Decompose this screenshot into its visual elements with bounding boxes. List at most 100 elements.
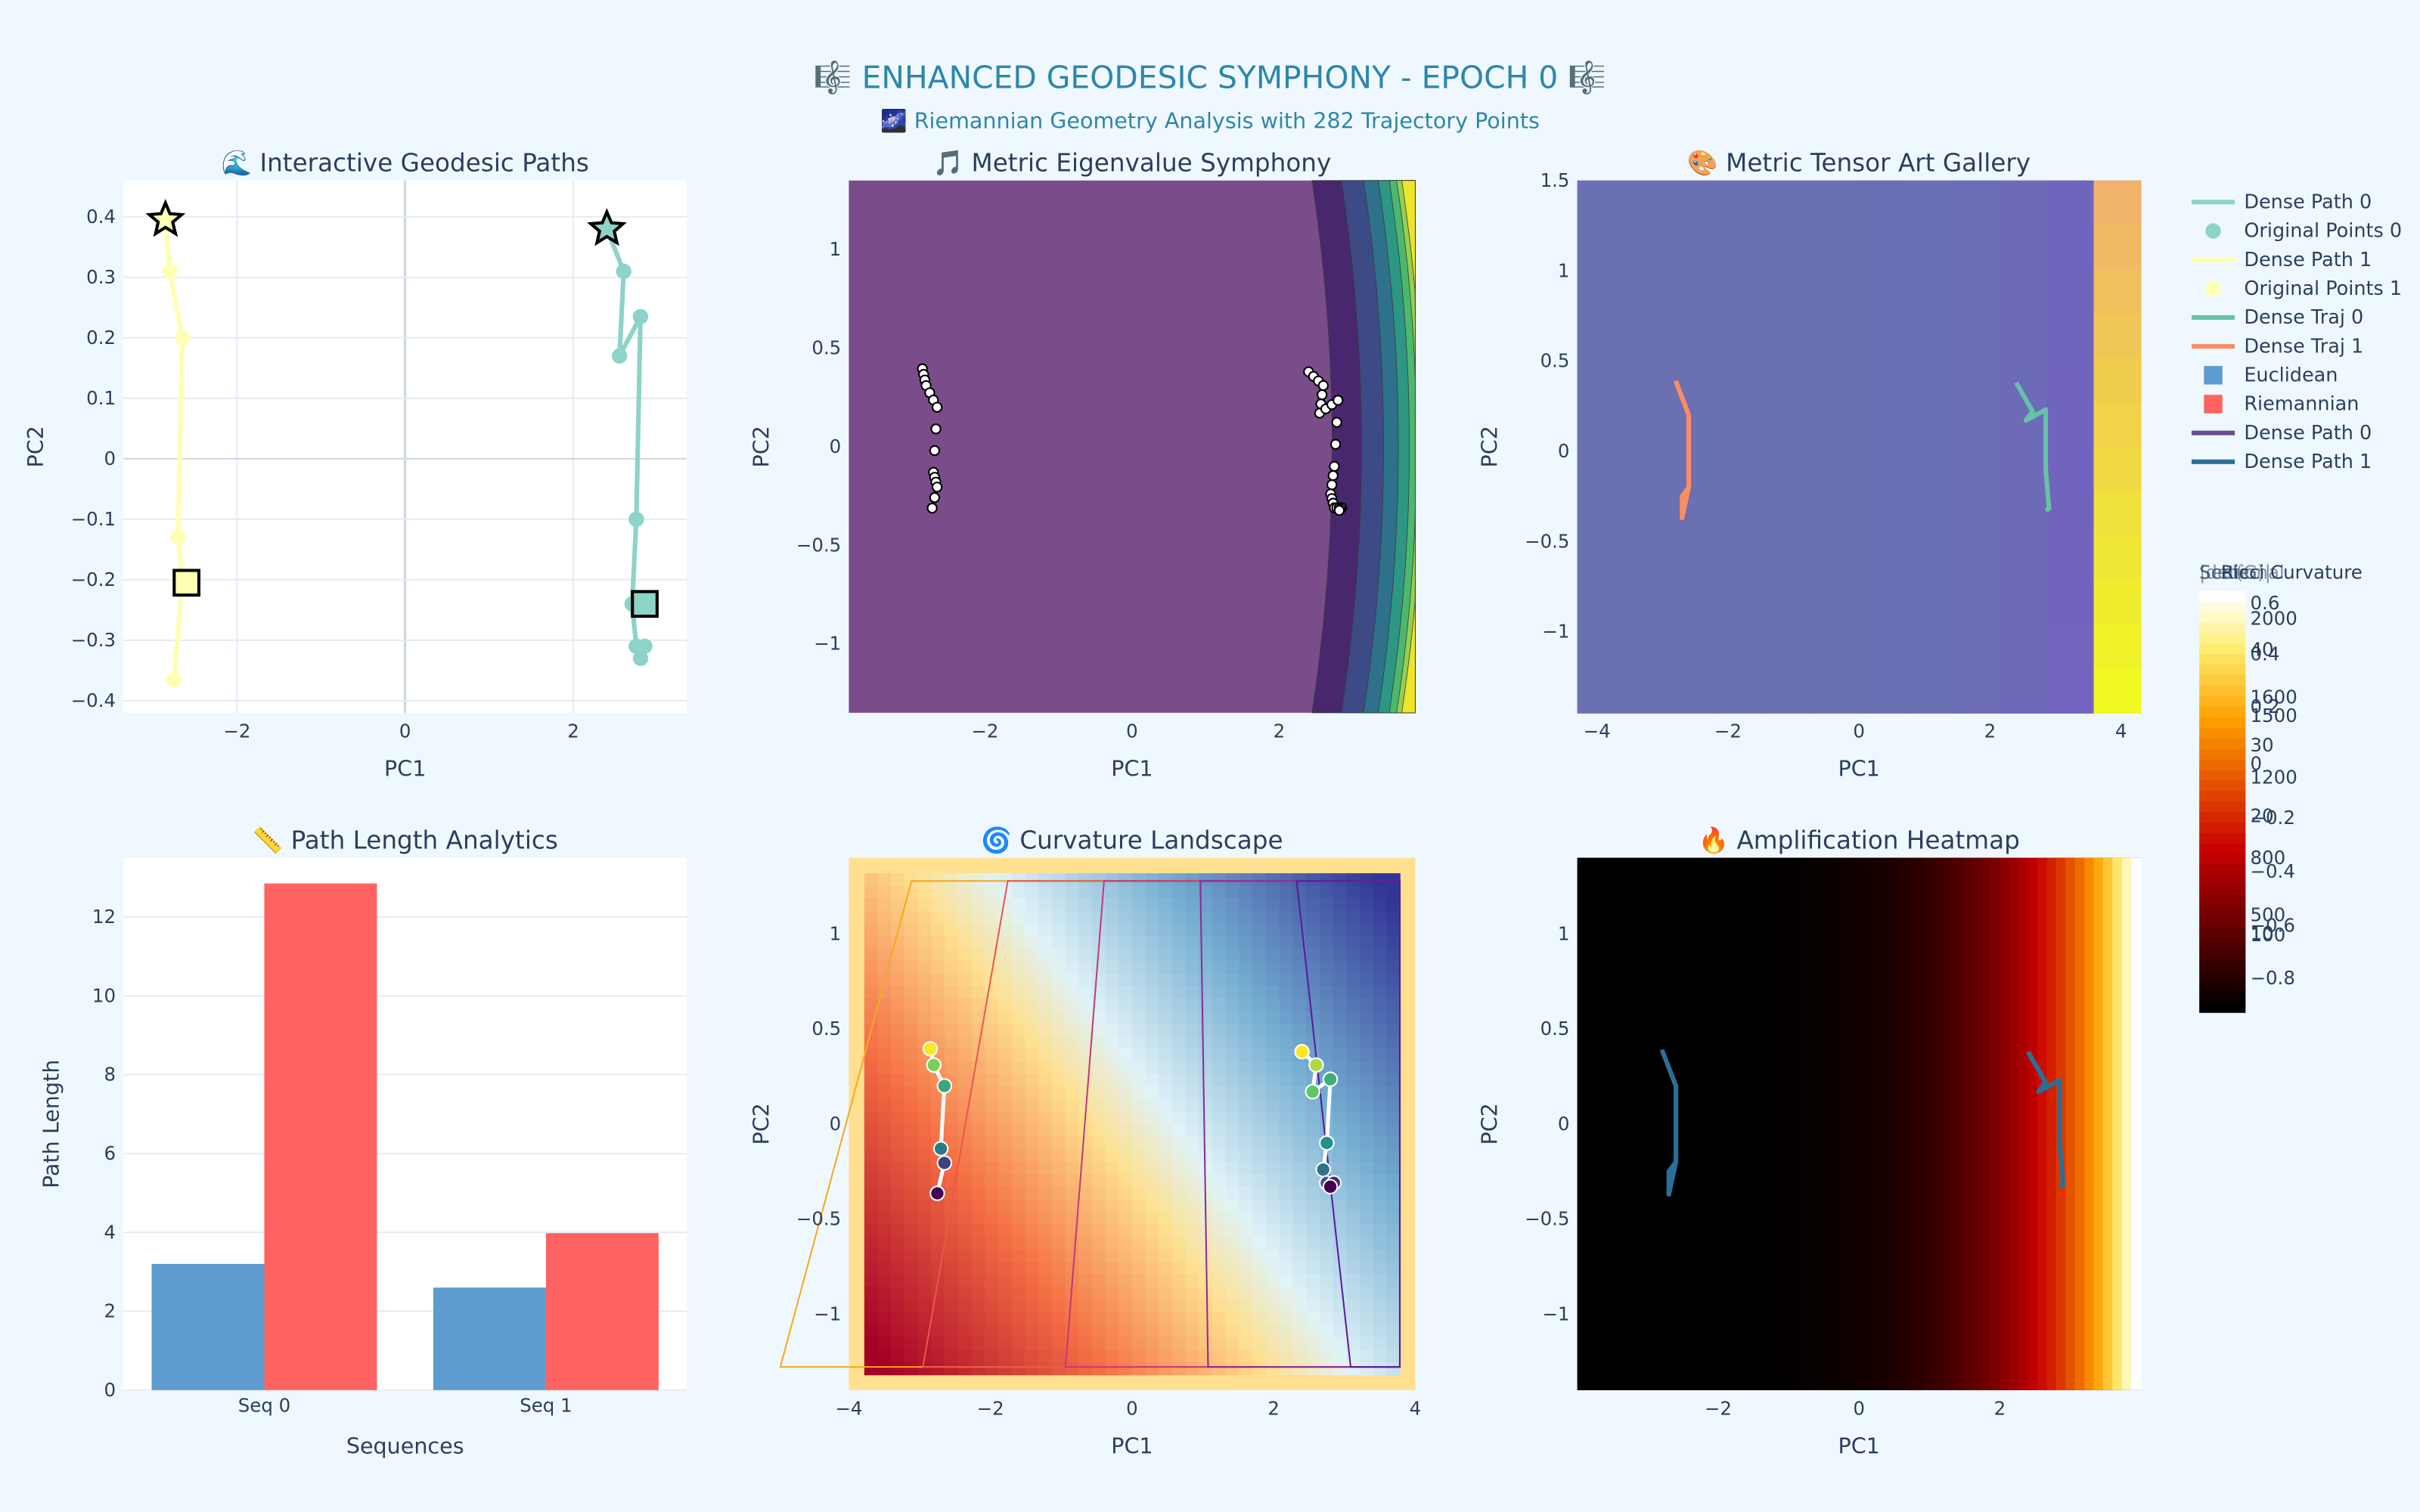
x-tick-label: −4 [1584,720,1611,742]
curvature-cell [1159,910,1173,925]
curvature-cell [1131,1098,1146,1112]
curvature-point[interactable] [1305,1083,1320,1100]
dense-path-0-amp[interactable] [2025,1050,2066,1189]
curvature-cell [864,1211,879,1225]
curvature-cell [1159,1224,1173,1238]
trajectory-point[interactable] [1333,395,1344,406]
start-marker[interactable] [587,208,627,246]
legend-square[interactable] [2204,366,2223,385]
curvature-cell [957,898,973,912]
trajectory-point[interactable] [1329,438,1342,450]
original-point[interactable] [174,330,191,346]
trajectory-point[interactable] [1329,460,1340,472]
curvature-cell [1105,910,1120,925]
dense-traj-1[interactable] [1673,380,1692,521]
curvature-point[interactable] [936,1155,953,1171]
curvature-cell [971,961,985,974]
x-tick-label: 0 [1853,1397,1865,1419]
legend-dot[interactable] [2205,280,2221,297]
trajectory-point[interactable] [1326,479,1338,491]
y-tick-label: −0.2 [71,569,116,590]
curvature-point[interactable] [1315,1161,1331,1178]
curvature-point[interactable] [1308,1057,1324,1073]
curvature-point[interactable] [1319,1135,1335,1151]
original-point[interactable] [170,529,186,546]
curvature-point[interactable] [922,1041,939,1057]
original-point[interactable] [616,263,631,279]
trajectory-point[interactable] [1317,389,1328,401]
curvature-cell [864,1136,879,1150]
trajectory-point[interactable] [1331,417,1342,428]
legend-dot[interactable] [2205,223,2221,239]
curvature-cell [1185,1262,1200,1275]
curvature-cell [1105,1236,1120,1250]
curvature-cell [1159,1036,1173,1050]
curvature-cell [1265,1312,1280,1325]
trajectory-point[interactable] [932,401,943,413]
original-point[interactable] [632,650,649,667]
curvature-cell [1373,986,1388,999]
trajectory-point[interactable] [1317,380,1329,392]
curvature-point[interactable] [932,1141,949,1157]
curvature-cell [917,1111,932,1125]
dense-traj-0[interactable] [2014,381,2052,513]
bar-riemannian-1[interactable] [545,1233,659,1390]
end-marker[interactable] [631,590,659,618]
curvature-cell [1279,1161,1294,1175]
bar-riemannian-0[interactable] [264,883,377,1390]
dense-path-1-amp[interactable] [1659,1049,1679,1197]
curvature-cell [945,1299,959,1313]
trajectory-point[interactable] [929,492,941,503]
curvature-point[interactable] [929,1185,945,1201]
curvature-point[interactable] [936,1078,953,1094]
curvature-cell [1306,1337,1320,1351]
trajectory-point[interactable] [929,445,941,457]
curvature-cell [1159,998,1173,1012]
curvature-cell [1105,923,1120,937]
curvature-cell [971,1174,985,1188]
curvature-point[interactable] [1322,1179,1339,1194]
bar-euclidean-1[interactable] [433,1287,546,1390]
trajectory-point[interactable] [932,482,943,493]
trajectory-point[interactable] [1333,504,1345,516]
end-marker[interactable] [172,569,201,597]
curvature-cell [1185,973,1200,987]
bar-euclidean-0[interactable] [151,1263,265,1390]
curvature-cell [1265,986,1280,999]
curvature-cell [1078,1024,1093,1037]
curvature-cell [1333,1236,1348,1250]
curvature-cell [1118,1186,1133,1201]
legend-square[interactable] [2204,395,2223,414]
start-marker[interactable] [145,199,186,237]
trajectory-point[interactable] [1327,469,1339,482]
original-point[interactable] [612,348,628,364]
original-point[interactable] [162,263,178,279]
dense-path-1[interactable] [163,219,185,680]
curvature-cell [1172,973,1187,987]
curvature-cell [1373,1224,1388,1238]
curvature-cell [1078,1325,1093,1338]
colorbar-tick-label: 1500 [2250,705,2297,727]
trajectory-point[interactable] [930,423,942,435]
curvature-cell [1265,961,1280,974]
curvature-cell [1091,1287,1106,1300]
curvature-cell [971,1111,985,1125]
curvature-cell [1038,1074,1053,1087]
original-point[interactable] [637,638,653,655]
tensor-cell [1906,491,1954,537]
curvature-cell [1131,973,1146,987]
original-point[interactable] [628,511,644,528]
tensor-cell [1764,269,1813,314]
plot-area-1[interactable] [849,180,1416,713]
amplification-cell [1774,857,1785,1390]
curvature-cell [1065,1199,1079,1213]
original-point[interactable] [632,308,649,324]
original-point[interactable] [166,671,182,688]
curvature-point[interactable] [926,1057,942,1073]
curvature-cell [1145,961,1160,974]
trajectory-point[interactable] [926,502,938,514]
curvature-cell [1225,998,1240,1012]
curvature-point[interactable] [1322,1071,1339,1087]
curvature-cell [957,1186,973,1201]
curvature-point[interactable] [1294,1043,1310,1060]
